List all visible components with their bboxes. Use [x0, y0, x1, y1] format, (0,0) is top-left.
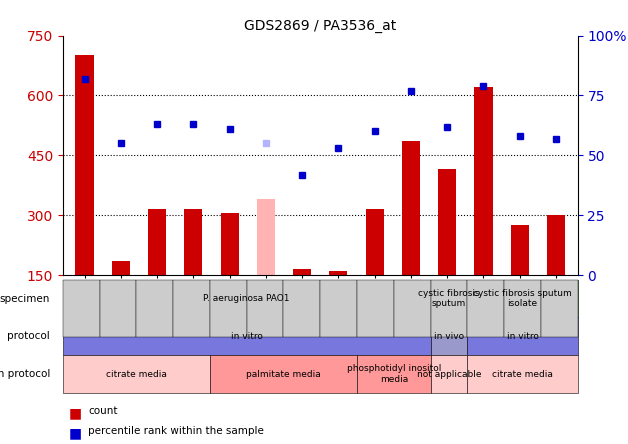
Bar [474, 87, 492, 275]
Text: in vivo: in vivo [434, 332, 464, 341]
Bar [75, 56, 94, 275]
Text: growth protocol: growth protocol [0, 369, 50, 379]
Bar [257, 199, 275, 275]
Text: protocol: protocol [8, 331, 50, 341]
Bar [220, 214, 239, 275]
Text: palmitate media: palmitate media [246, 369, 321, 379]
Text: in vitro: in vitro [230, 332, 263, 341]
Text: ■: ■ [69, 406, 82, 420]
Bar [365, 210, 384, 275]
Text: cystic fibrosis
sputum: cystic fibrosis sputum [418, 289, 480, 308]
Bar [438, 170, 457, 275]
Bar [148, 210, 166, 275]
Text: not applicable: not applicable [417, 369, 481, 379]
Bar [293, 269, 311, 275]
Text: cystic fibrosis sputum
isolate: cystic fibrosis sputum isolate [474, 289, 572, 308]
Text: citrate media: citrate media [106, 369, 167, 379]
Text: count: count [88, 406, 117, 416]
Text: P. aeruginosa PAO1: P. aeruginosa PAO1 [203, 294, 290, 303]
Text: phosphotidyl inositol
media: phosphotidyl inositol media [347, 365, 441, 384]
Title: GDS2869 / PA3536_at: GDS2869 / PA3536_at [244, 19, 396, 33]
Text: specimen: specimen [0, 293, 50, 304]
Text: percentile rank within the sample: percentile rank within the sample [88, 426, 264, 436]
Text: ■: ■ [69, 426, 82, 440]
Text: in vitro: in vitro [507, 332, 539, 341]
Bar [184, 210, 202, 275]
Bar [329, 271, 347, 275]
Text: citrate media: citrate media [492, 369, 553, 379]
Bar [402, 141, 420, 275]
Bar [112, 261, 130, 275]
Bar [547, 215, 565, 275]
Bar [511, 226, 529, 275]
